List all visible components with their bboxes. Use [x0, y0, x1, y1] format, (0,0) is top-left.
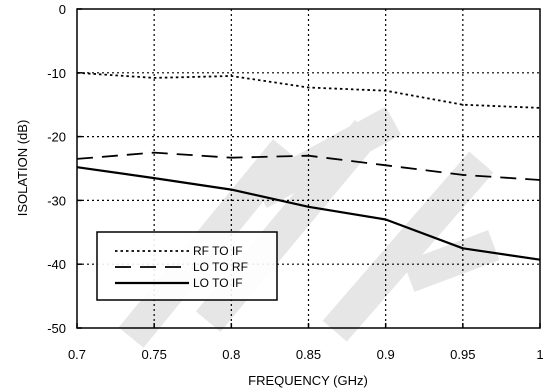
x-tick-label: 1 [536, 347, 543, 362]
y-tick-label: -10 [47, 66, 66, 81]
x-tick-label: 0.8 [222, 347, 240, 362]
legend-label: LO TO RF [193, 260, 248, 274]
legend-label: RF TO IF [193, 244, 243, 258]
series-lines [76, 71, 541, 261]
series-line-dashed [76, 151, 541, 181]
legend-label: LO TO IF [193, 276, 243, 290]
y-tick-label: 0 [59, 2, 66, 17]
watermark-stroke [322, 151, 494, 342]
legend-box [96, 231, 278, 301]
x-tick-label: 0.85 [296, 347, 321, 362]
watermark-stroke [251, 106, 402, 209]
y-axis-title: ISOLATION (dB) [15, 120, 30, 217]
x-tick-label: 0.9 [377, 347, 395, 362]
y-tick-label: -40 [47, 257, 66, 272]
y-tick-label: -20 [47, 130, 66, 145]
x-tick-label: 0.75 [142, 347, 167, 362]
x-axis-title: FREQUENCY (GHz) [248, 373, 368, 388]
series-line-solid [76, 166, 541, 261]
x-tick-label: 0.95 [450, 347, 475, 362]
y-tick-label: -50 [47, 321, 66, 336]
legend: RF TO IF LO TO RF LO TO IF [96, 231, 278, 301]
y-tick-label: -30 [47, 193, 66, 208]
x-tick-label: 0.7 [68, 347, 86, 362]
series-line-dotted [76, 71, 541, 109]
axis-ticks: 0.7 0.75 0.8 0.85 0.9 0.95 1 0 -10 -20 -30 -40 -50 [47, 2, 543, 362]
